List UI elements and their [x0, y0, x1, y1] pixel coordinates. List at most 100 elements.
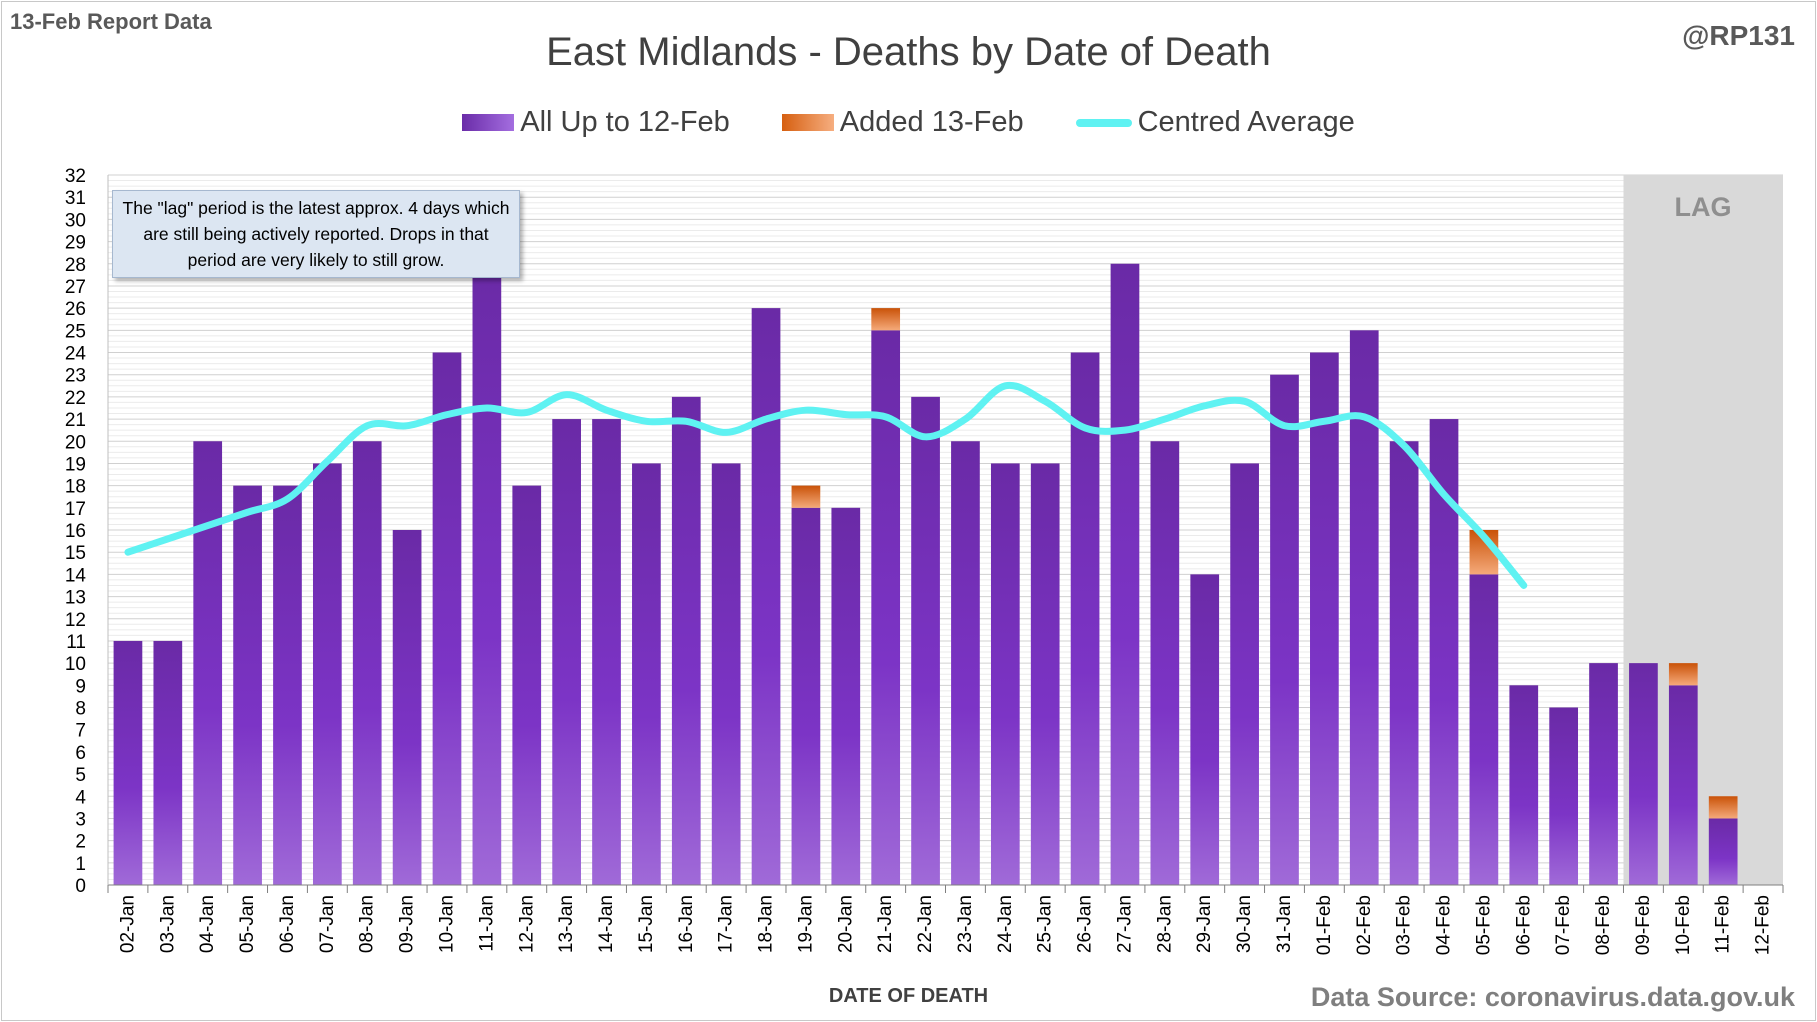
y-tick-label: 12 [65, 610, 86, 631]
x-tick-label: 02-Jan [117, 895, 138, 953]
centred-average-line [124, 381, 1528, 589]
y-tick-label: 11 [66, 632, 86, 653]
x-tick-label: 15-Jan [636, 895, 657, 953]
x-tick-label: 18-Jan [756, 895, 777, 953]
y-tick-label: 20 [65, 432, 86, 453]
x-tick-label: 11-Feb [1713, 895, 1734, 954]
bar-all-up-to-12-feb-03-Jan [153, 640, 183, 885]
x-tick-label: 24-Jan [995, 895, 1016, 953]
report-tag: 13-Feb Report Data [10, 9, 212, 34]
x-tick-label: 08-Feb [1593, 895, 1614, 955]
x-tick-label: 30-Jan [1234, 895, 1255, 953]
bar-all-up-to-12-feb-10-Feb [1668, 685, 1698, 885]
y-tick-label: 3 [75, 809, 86, 830]
legend-swatch-line [1075, 118, 1132, 127]
bar-all-up-to-12-feb-13-Jan [552, 419, 581, 885]
y-tick-label: 4 [75, 787, 86, 808]
bar-all-up-to-12-feb-30-Jan [1230, 463, 1259, 885]
y-tick-label: 1 [75, 854, 86, 875]
y-tick-label: 8 [75, 699, 86, 720]
bar-all-up-to-12-feb-06-Jan [273, 485, 302, 885]
bar-all-up-to-12-feb-05-Feb [1469, 574, 1499, 885]
x-axis-label: DATE OF DEATH [828, 985, 989, 1007]
x-tick-label: 12-Jan [516, 895, 537, 953]
y-tick-label: 14 [65, 565, 87, 586]
x-tick-label: 10-Feb [1673, 895, 1694, 955]
x-tick-label: 09-Feb [1633, 895, 1654, 955]
x-tick-label: 05-Feb [1473, 895, 1494, 955]
bar-all-up-to-12-feb-07-Jan [312, 463, 342, 885]
y-tick-label: 29 [65, 233, 86, 254]
x-tick-label: 09-Jan [397, 895, 418, 953]
legend-swatch-orange [781, 114, 834, 131]
bar-all-up-to-12-feb-09-Feb [1629, 663, 1658, 885]
y-tick-label: 18 [65, 477, 86, 498]
bar-all-up-to-12-feb-19-Jan [791, 507, 821, 885]
bar-all-up-to-12-feb-27-Jan [1110, 263, 1140, 885]
x-tick-label: 14-Jan [596, 895, 617, 953]
y-tick-label: 17 [65, 499, 86, 520]
x-tick-label: 08-Jan [357, 895, 378, 953]
x-tick-label: 27-Jan [1114, 895, 1135, 953]
bar-all-up-to-12-feb-02-Jan [113, 640, 143, 885]
y-tick-label: 7 [75, 721, 86, 742]
x-tick-label: 17-Jan [716, 895, 737, 953]
legend-label: All Up to 12-Feb [520, 106, 730, 138]
chart-title: East Midlands - Deaths by Date of Death [546, 30, 1271, 74]
x-tick-label: 16-Jan [676, 895, 697, 953]
y-tick-label: 16 [65, 521, 86, 542]
x-tick-label: 23-Jan [955, 895, 976, 953]
legend-item-all-up-to-12-feb: All Up to 12-Feb [462, 106, 730, 139]
legend-label: Added 13-Feb [839, 106, 1024, 138]
x-tick-label: 31-Jan [1274, 895, 1295, 953]
bar-all-up-to-12-feb-08-Feb [1589, 663, 1618, 885]
x-tick-label: 07-Jan [317, 895, 338, 953]
x-tick-label: 29-Jan [1194, 895, 1215, 953]
legend-item-added-13-feb: Added 13-Feb [781, 106, 1024, 139]
x-tick-label: 06-Jan [277, 895, 298, 953]
y-tick-label: 10 [65, 654, 86, 675]
bar-added-13-feb-10-Feb [1668, 663, 1698, 686]
x-tick-label: 12-Feb [1753, 895, 1774, 955]
x-tick-label: 19-Jan [795, 895, 816, 953]
bar-all-up-to-12-feb-25-Jan [1030, 463, 1060, 885]
bar-all-up-to-12-feb-15-Jan [632, 463, 661, 885]
bar-all-up-to-12-feb-20-Jan [831, 507, 861, 885]
bar-all-up-to-12-feb-29-Jan [1190, 574, 1220, 885]
bar-all-up-to-12-feb-07-Feb [1549, 707, 1579, 885]
bar-all-up-to-12-feb-04-Jan [193, 441, 223, 885]
y-tick-label: 32 [65, 166, 86, 187]
bar-all-up-to-12-feb-22-Jan [911, 396, 940, 885]
x-tick-label: 06-Feb [1513, 895, 1534, 955]
y-tick-label: 31 [65, 188, 86, 209]
y-tick-label: 28 [65, 255, 86, 276]
x-tick-label: 26-Jan [1075, 895, 1096, 953]
bar-all-up-to-12-feb-10-Jan [432, 352, 462, 885]
y-tick-label: 6 [75, 743, 86, 764]
x-tick-label: 11-Jan [476, 895, 497, 952]
x-tick-label: 02-Feb [1354, 895, 1375, 955]
author-handle: @RP131 [1682, 20, 1795, 51]
x-tick-label: 22-Jan [915, 895, 936, 953]
bar-all-up-to-12-feb-06-Feb [1509, 685, 1539, 885]
x-tick-label: 01-Feb [1314, 895, 1335, 955]
bar-all-up-to-12-feb-16-Jan [671, 396, 701, 885]
bar-all-up-to-12-feb-05-Jan [233, 485, 262, 885]
bar-all-up-to-12-feb-31-Jan [1270, 374, 1299, 885]
bar-all-up-to-12-feb-04-Feb [1429, 419, 1459, 885]
x-tick-label: 13-Jan [556, 895, 577, 953]
y-tick-label: 24 [65, 344, 87, 365]
x-tick-label: 03-Feb [1394, 895, 1415, 955]
y-tick-label: 26 [65, 299, 86, 320]
y-tick-label: 0 [75, 876, 86, 897]
bar-added-13-feb-21-Jan [871, 308, 901, 331]
x-tick-label: 04-Feb [1434, 895, 1455, 955]
y-tick-label: 27 [65, 277, 86, 298]
x-tick-label: 21-Jan [875, 895, 896, 953]
y-tick-label: 9 [75, 676, 86, 697]
y-tick-label: 2 [75, 832, 86, 853]
bar-all-up-to-12-feb-24-Jan [990, 463, 1020, 885]
y-tick-label: 5 [75, 765, 86, 786]
x-tick-label: 04-Jan [197, 895, 218, 953]
y-tick-label: 15 [65, 543, 86, 564]
